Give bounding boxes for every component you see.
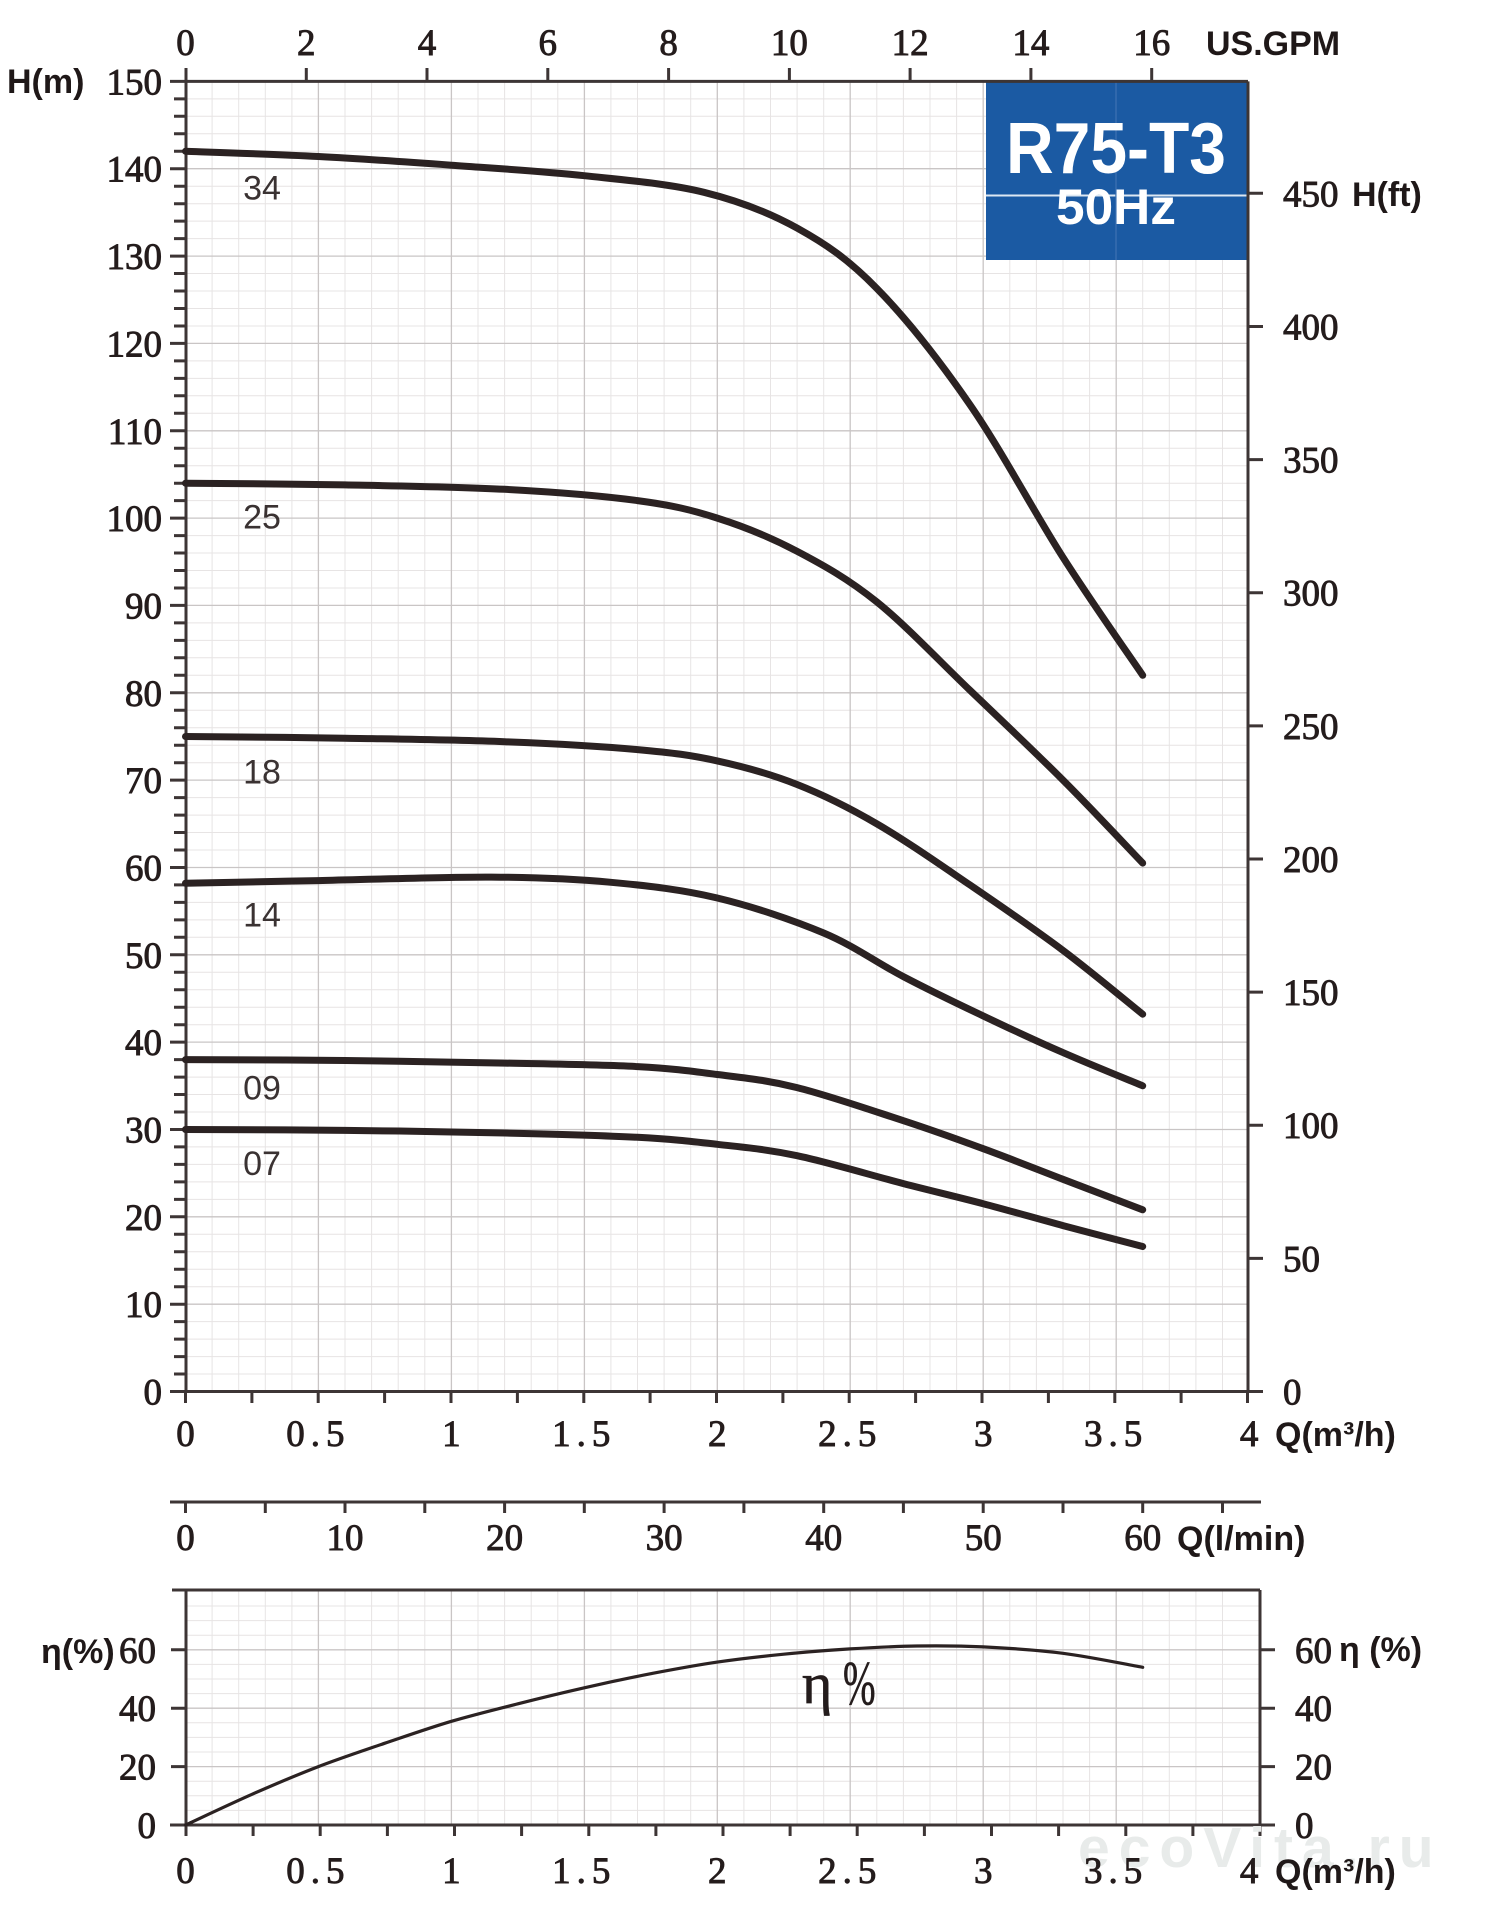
- svg-text:1: 1: [442, 1851, 461, 1892]
- svg-text:40: 40: [805, 1518, 842, 1559]
- svg-text:07: 07: [243, 1145, 281, 1183]
- svg-text:200: 200: [1283, 840, 1339, 881]
- svg-text:70: 70: [125, 761, 162, 802]
- svg-text:0.5: 0.5: [286, 1414, 350, 1455]
- svg-text:150: 150: [107, 62, 163, 103]
- svg-text:14: 14: [1012, 23, 1049, 64]
- svg-text:1: 1: [442, 1414, 461, 1455]
- svg-text:0: 0: [176, 23, 195, 64]
- svg-text:60: 60: [1124, 1518, 1161, 1559]
- svg-text:90: 90: [125, 586, 162, 627]
- svg-text:20: 20: [125, 1198, 162, 1239]
- svg-text:0: 0: [1295, 1806, 1314, 1847]
- svg-text:0.5: 0.5: [286, 1851, 350, 1892]
- svg-text:140: 140: [107, 150, 163, 191]
- svg-text:12: 12: [892, 23, 929, 64]
- svg-text:Q(m³/h): Q(m³/h): [1275, 1853, 1396, 1891]
- svg-text:350: 350: [1283, 441, 1339, 482]
- svg-text:0: 0: [1283, 1373, 1302, 1414]
- svg-text:0: 0: [138, 1806, 157, 1847]
- svg-text:50: 50: [965, 1518, 1002, 1559]
- svg-text:10: 10: [327, 1518, 364, 1559]
- svg-text:110: 110: [108, 412, 162, 453]
- svg-text:1.5: 1.5: [552, 1851, 616, 1892]
- svg-text:40: 40: [1295, 1689, 1332, 1730]
- svg-text:60: 60: [119, 1631, 156, 1672]
- svg-text:400: 400: [1283, 308, 1339, 349]
- svg-text:Q(l/min): Q(l/min): [1177, 1520, 1305, 1558]
- svg-text:H(m): H(m): [7, 63, 84, 101]
- svg-text:130: 130: [107, 237, 163, 278]
- svg-text:14: 14: [243, 897, 281, 935]
- svg-text:2: 2: [297, 23, 316, 64]
- svg-text:16: 16: [1133, 23, 1170, 64]
- svg-text:3.5: 3.5: [1084, 1851, 1148, 1892]
- svg-text:0: 0: [176, 1851, 195, 1892]
- svg-text:3: 3: [974, 1851, 993, 1892]
- svg-text:4: 4: [1240, 1414, 1259, 1455]
- svg-text:2: 2: [708, 1851, 727, 1892]
- svg-text:120: 120: [107, 324, 163, 365]
- svg-text:η (%): η (%): [1339, 1631, 1422, 1669]
- svg-text:30: 30: [646, 1518, 683, 1559]
- svg-text:ecoVita.ru: ecoVita.ru: [1078, 1816, 1443, 1880]
- svg-text:η: η: [802, 1651, 832, 1716]
- svg-text:0: 0: [176, 1414, 195, 1455]
- svg-text:80: 80: [125, 674, 162, 715]
- svg-text:%: %: [843, 1650, 876, 1718]
- svg-text:150: 150: [1283, 973, 1339, 1014]
- svg-text:60: 60: [1295, 1631, 1332, 1672]
- svg-text:300: 300: [1283, 574, 1339, 615]
- svg-text:0: 0: [144, 1373, 163, 1414]
- svg-text:25: 25: [243, 499, 281, 537]
- svg-text:100: 100: [107, 499, 163, 540]
- svg-text:1.5: 1.5: [552, 1414, 616, 1455]
- svg-text:40: 40: [119, 1689, 156, 1730]
- svg-text:60: 60: [125, 849, 162, 890]
- svg-text:09: 09: [243, 1070, 281, 1108]
- svg-text:30: 30: [125, 1111, 162, 1152]
- svg-text:R75-T3: R75-T3: [1006, 109, 1226, 189]
- svg-text:H(ft): H(ft): [1352, 176, 1422, 214]
- svg-text:18: 18: [243, 754, 281, 792]
- svg-text:0: 0: [176, 1518, 195, 1559]
- svg-text:2.5: 2.5: [818, 1414, 882, 1455]
- svg-text:50: 50: [1283, 1239, 1320, 1280]
- svg-text:50: 50: [125, 936, 162, 977]
- svg-text:50Hz: 50Hz: [1056, 179, 1176, 235]
- svg-text:3.5: 3.5: [1084, 1414, 1148, 1455]
- svg-text:34: 34: [243, 170, 281, 208]
- svg-text:100: 100: [1283, 1106, 1339, 1147]
- svg-text:2.5: 2.5: [818, 1851, 882, 1892]
- svg-text:Q(m³/h): Q(m³/h): [1275, 1416, 1396, 1454]
- svg-text:2: 2: [708, 1414, 727, 1455]
- svg-text:3: 3: [974, 1414, 993, 1455]
- svg-text:10: 10: [771, 23, 808, 64]
- svg-text:20: 20: [486, 1518, 523, 1559]
- svg-text:10: 10: [125, 1285, 162, 1326]
- svg-text:8: 8: [659, 23, 678, 64]
- svg-text:250: 250: [1283, 707, 1339, 748]
- svg-text:40: 40: [125, 1023, 162, 1064]
- svg-text:4: 4: [1240, 1851, 1259, 1892]
- svg-text:4: 4: [418, 23, 437, 64]
- svg-text:6: 6: [539, 23, 558, 64]
- svg-text:US.GPM: US.GPM: [1206, 25, 1340, 63]
- svg-text:20: 20: [1295, 1748, 1332, 1789]
- svg-text:η(%): η(%): [41, 1633, 115, 1671]
- svg-text:450: 450: [1283, 174, 1339, 215]
- svg-text:20: 20: [119, 1748, 156, 1789]
